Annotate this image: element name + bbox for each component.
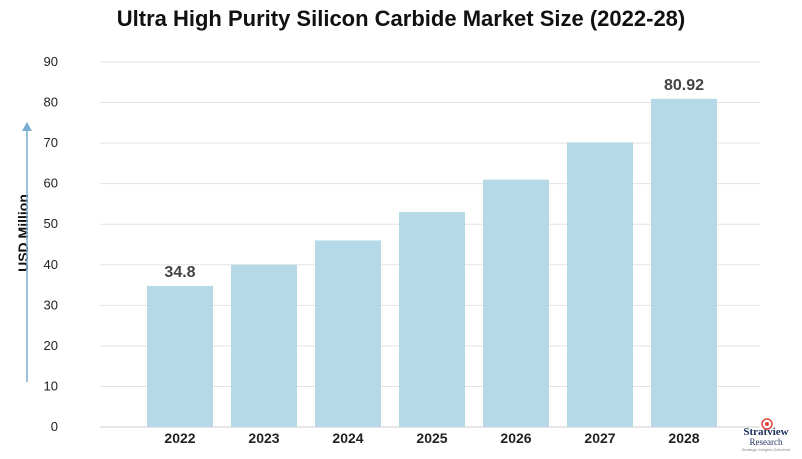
data-label: 34.8 — [164, 264, 195, 281]
data-labels: 34.8 80.92 — [164, 77, 704, 281]
y-axis-arrow — [22, 122, 32, 382]
x-tick-labels: 2022 2023 2024 2025 2026 2027 2028 — [164, 430, 699, 446]
y-tick-label: 70 — [44, 135, 58, 150]
bar-2027 — [567, 142, 633, 428]
data-label: 80.92 — [664, 77, 704, 94]
logo-name: Stratview — [743, 426, 789, 438]
y-tick-labels: 0 10 20 30 40 50 60 70 80 90 — [44, 54, 58, 434]
chart-title: Ultra High Purity Silicon Carbide Market… — [116, 6, 686, 31]
y-tick-label: 90 — [44, 54, 58, 69]
y-tick-label: 50 — [44, 216, 58, 231]
y-tick-label: 40 — [44, 257, 58, 272]
y-tick-label: 30 — [44, 297, 58, 312]
y-tick-label: 80 — [44, 95, 58, 110]
y-tick-label: 10 — [44, 378, 58, 393]
x-tick-label: 2025 — [416, 430, 447, 446]
stratview-logo: Stratview Research Strategic Insights De… — [736, 418, 796, 457]
y-axis-arrow-head — [22, 122, 32, 131]
x-tick-label: 2022 — [164, 430, 195, 446]
bar-2028 — [651, 98, 717, 427]
bar-2024 — [315, 240, 381, 427]
x-tick-label: 2026 — [500, 430, 531, 446]
bar-2026 — [483, 179, 549, 427]
bars — [147, 98, 717, 428]
logo-tagline: Strategic Insights Delivered — [741, 447, 791, 452]
x-tick-label: 2028 — [668, 430, 699, 446]
x-tick-label: 2027 — [584, 430, 615, 446]
logo-target-icon — [761, 418, 773, 430]
bar-2022 — [147, 285, 213, 427]
x-tick-label: 2023 — [248, 430, 279, 446]
x-tick-label: 2024 — [332, 430, 363, 446]
y-tick-label: 60 — [44, 176, 58, 191]
bar-2023 — [231, 264, 297, 427]
y-tick-label: 20 — [44, 338, 58, 353]
y-tick-label: 0 — [51, 419, 58, 434]
bar-2025 — [399, 212, 465, 427]
logo-sub: Research — [749, 437, 783, 447]
